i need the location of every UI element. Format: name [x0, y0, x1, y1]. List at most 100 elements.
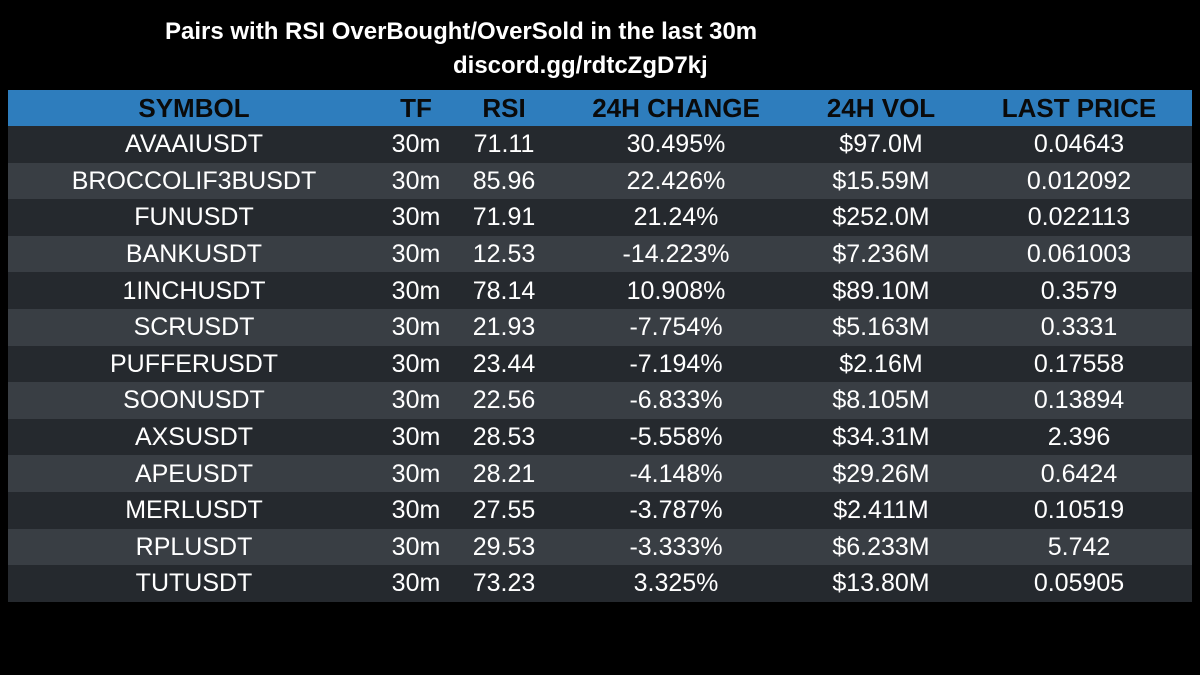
cell-rsi: 78.14 [452, 272, 556, 309]
cell-tf: 30m [380, 382, 452, 419]
cell-last-price: 0.3331 [966, 308, 1192, 346]
cell-rsi: 12.53 [452, 235, 556, 273]
table-row: APEUSDT 30m 28.21 -4.148% $29.26M 0.6424 [8, 455, 1192, 492]
cell-rsi: 23.44 [452, 345, 556, 383]
table-row: AXSUSDT 30m 28.53 -5.558% $34.31M 2.396 [8, 418, 1192, 456]
cell-last-price: 5.742 [966, 528, 1192, 566]
cell-24h-vol: $2.411M [796, 491, 966, 529]
cell-24h-change: 21.24% [556, 199, 796, 236]
cell-tf: 30m [380, 308, 452, 346]
cell-24h-change: 10.908% [556, 272, 796, 309]
cell-tf: 30m [380, 235, 452, 273]
cell-24h-change: -14.223% [556, 235, 796, 273]
cell-24h-vol: $15.59M [796, 162, 966, 200]
cell-last-price: 0.6424 [966, 455, 1192, 492]
cell-24h-vol: $34.31M [796, 418, 966, 456]
cell-symbol: APEUSDT [8, 455, 380, 492]
column-header-tf: TF [380, 90, 452, 126]
cell-rsi: 27.55 [452, 491, 556, 529]
table-body: AVAAIUSDT 30m 71.11 30.495% $97.0M 0.046… [8, 126, 1192, 602]
cell-rsi: 73.23 [452, 565, 556, 602]
cell-24h-change: -4.148% [556, 455, 796, 492]
cell-symbol: SOONUSDT [8, 382, 380, 419]
cell-24h-vol: $97.0M [796, 126, 966, 163]
table-row: PUFFERUSDT 30m 23.44 -7.194% $2.16M 0.17… [8, 345, 1192, 383]
cell-rsi: 22.56 [452, 382, 556, 419]
cell-rsi: 28.53 [452, 418, 556, 456]
cell-24h-vol: $6.233M [796, 528, 966, 566]
cell-tf: 30m [380, 455, 452, 492]
cell-symbol: PUFFERUSDT [8, 345, 380, 383]
cell-symbol: AVAAIUSDT [8, 126, 380, 163]
table-row: MERLUSDT 30m 27.55 -3.787% $2.411M 0.105… [8, 491, 1192, 529]
cell-symbol: 1INCHUSDT [8, 272, 380, 309]
cell-24h-change: -6.833% [556, 382, 796, 419]
cell-tf: 30m [380, 272, 452, 309]
table-row: FUNUSDT 30m 71.91 21.24% $252.0M 0.02211… [8, 199, 1192, 236]
table-row: BROCCOLIF3BUSDT 30m 85.96 22.426% $15.59… [8, 162, 1192, 200]
cell-24h-vol: $5.163M [796, 308, 966, 346]
column-header-last-price: LAST PRICE [966, 90, 1192, 126]
cell-last-price: 0.3579 [966, 272, 1192, 309]
cell-24h-vol: $252.0M [796, 199, 966, 236]
column-header-rsi: RSI [452, 90, 556, 126]
cell-last-price: 0.13894 [966, 382, 1192, 419]
cell-24h-change: 3.325% [556, 565, 796, 602]
cell-24h-vol: $29.26M [796, 455, 966, 492]
cell-tf: 30m [380, 565, 452, 602]
cell-symbol: FUNUSDT [8, 199, 380, 236]
cell-symbol: TUTUSDT [8, 565, 380, 602]
cell-last-price: 0.04643 [966, 126, 1192, 163]
page-title: Pairs with RSI OverBought/OverSold in th… [165, 18, 758, 45]
cell-tf: 30m [380, 491, 452, 529]
cell-24h-vol: $8.105M [796, 382, 966, 419]
cell-24h-change: -7.754% [556, 308, 796, 346]
cell-rsi: 85.96 [452, 162, 556, 200]
cell-tf: 30m [380, 418, 452, 456]
cell-tf: 30m [380, 126, 452, 163]
cell-24h-change: -7.194% [556, 345, 796, 383]
cell-24h-change: 30.495% [556, 126, 796, 163]
discord-link[interactable]: discord.gg/rdtcZgD7kj [453, 52, 708, 79]
table-header-row: SYMBOL TF RSI 24H CHANGE 24H VOL LAST PR… [8, 90, 1192, 126]
rsi-table: SYMBOL TF RSI 24H CHANGE 24H VOL LAST PR… [8, 90, 1192, 602]
cell-tf: 30m [380, 345, 452, 383]
cell-24h-vol: $7.236M [796, 235, 966, 273]
cell-rsi: 71.11 [452, 126, 556, 163]
cell-rsi: 29.53 [452, 528, 556, 566]
table-row: RPLUSDT 30m 29.53 -3.333% $6.233M 5.742 [8, 528, 1192, 566]
cell-last-price: 0.061003 [966, 235, 1192, 273]
cell-symbol: AXSUSDT [8, 418, 380, 456]
cell-24h-vol: $89.10M [796, 272, 966, 309]
cell-symbol: BROCCOLIF3BUSDT [8, 162, 380, 200]
cell-symbol: SCRUSDT [8, 308, 380, 346]
table-row: AVAAIUSDT 30m 71.11 30.495% $97.0M 0.046… [8, 126, 1192, 163]
column-header-symbol: SYMBOL [8, 90, 380, 126]
cell-24h-change: -3.787% [556, 491, 796, 529]
cell-24h-change: -3.333% [556, 528, 796, 566]
cell-rsi: 21.93 [452, 308, 556, 346]
column-header-24h-change: 24H CHANGE [556, 90, 796, 126]
cell-rsi: 71.91 [452, 199, 556, 236]
cell-symbol: MERLUSDT [8, 491, 380, 529]
cell-24h-vol: $13.80M [796, 565, 966, 602]
cell-last-price: 2.396 [966, 418, 1192, 456]
cell-24h-change: -5.558% [556, 418, 796, 456]
table-row: 1INCHUSDT 30m 78.14 10.908% $89.10M 0.35… [8, 272, 1192, 309]
cell-last-price: 0.022113 [966, 199, 1192, 236]
cell-last-price: 0.05905 [966, 565, 1192, 602]
cell-tf: 30m [380, 199, 452, 236]
table-row: SOONUSDT 30m 22.56 -6.833% $8.105M 0.138… [8, 382, 1192, 419]
table-row: TUTUSDT 30m 73.23 3.325% $13.80M 0.05905 [8, 565, 1192, 602]
cell-last-price: 0.012092 [966, 162, 1192, 200]
cell-last-price: 0.10519 [966, 491, 1192, 529]
cell-symbol: BANKUSDT [8, 235, 380, 273]
column-header-24h-vol: 24H VOL [796, 90, 966, 126]
cell-last-price: 0.17558 [966, 345, 1192, 383]
cell-tf: 30m [380, 528, 452, 566]
cell-24h-vol: $2.16M [796, 345, 966, 383]
cell-symbol: RPLUSDT [8, 528, 380, 566]
cell-rsi: 28.21 [452, 455, 556, 492]
table-row: BANKUSDT 30m 12.53 -14.223% $7.236M 0.06… [8, 235, 1192, 273]
cell-24h-change: 22.426% [556, 162, 796, 200]
